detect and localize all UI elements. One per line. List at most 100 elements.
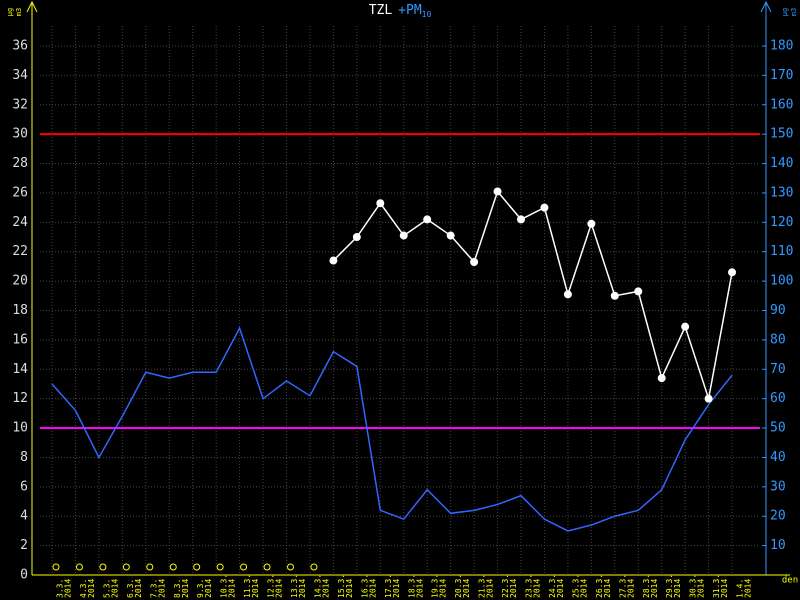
point (399, 231, 408, 240)
y-tick-label: 24 (12, 215, 28, 230)
series-line (332, 189, 733, 399)
x-tick-year: 2014 (462, 579, 471, 598)
series-line (51, 326, 733, 532)
x-tick: 29.3. 2014 (665, 574, 682, 598)
chart-title: TZL +PM10 (369, 3, 432, 19)
y-axis-arrow (26, 0, 38, 13)
x-tick-label: 31.3. (712, 574, 721, 598)
x-tick-year: 2014 (275, 579, 284, 598)
x-tick: 21.3. 2014 (478, 574, 495, 598)
y-unit-den: m3 (15, 8, 23, 16)
x-tick-year: 2014 (415, 579, 424, 598)
missing-marker (310, 563, 318, 571)
x-tick-label: 9.3. (196, 579, 205, 598)
point (423, 215, 432, 224)
y2-tick-label: 130 (770, 185, 793, 200)
point (329, 256, 338, 265)
x-tick: 9.3. 2014 (196, 579, 213, 598)
x-tick-year: 2014 (533, 579, 542, 598)
x-tick-label: 13.3. (290, 574, 299, 598)
x-tick-label: 19.3. (431, 574, 440, 598)
x-tick-label: 30.3. (689, 574, 698, 598)
x-tick-year: 2014 (579, 579, 588, 598)
y2-tick-label: 60 (770, 391, 786, 406)
y-tick-label: 18 (12, 303, 28, 318)
x-tick: 26.3. 2014 (595, 574, 612, 598)
x-tick-label: 18.3. (407, 574, 416, 598)
title-sub: 10 (422, 10, 432, 19)
x-tick: 27.3. 2014 (618, 574, 635, 598)
x-tick: 8.3. 2014 (173, 579, 190, 598)
point (376, 199, 385, 208)
point (446, 231, 455, 240)
y2-tick-label: 100 (770, 274, 793, 289)
x-tick-label: 6.3. (126, 579, 135, 598)
x-tick-label: 10.3. (220, 574, 229, 598)
missing-marker (75, 563, 83, 571)
y2-unit: µg m3 (781, 8, 798, 16)
y2-tick-label: 70 (770, 362, 786, 377)
marks (40, 133, 760, 571)
x-tick-label: 14.3. (313, 574, 322, 598)
x-tick-label: 29.3. (665, 574, 674, 598)
x-tick-year: 2014 (110, 579, 119, 598)
x-tick-label: 22.3. (501, 574, 510, 598)
x-tick: 13.3. 2014 (290, 574, 307, 598)
x-tick-label: 23.3. (525, 574, 534, 598)
x-tick: 20.3. 2014 (454, 574, 471, 598)
x-tick: 28.3. 2014 (642, 574, 659, 598)
y2-tick-label: 80 (770, 332, 786, 347)
x-tick-label: 8.3. (173, 579, 182, 598)
missing-marker (52, 563, 60, 571)
x-tick: 18.3. 2014 (407, 574, 424, 598)
point (587, 219, 596, 228)
x-tick-label: 21.3. (478, 574, 487, 598)
x-tick-year: 2014 (345, 579, 354, 598)
x-tick-label: 12.3. (267, 574, 276, 598)
missing-marker (287, 563, 294, 571)
y2-tick-label: 10 (770, 538, 786, 553)
x-tick-year: 2014 (556, 579, 565, 598)
x-tick: 15.3. 2014 (337, 574, 354, 598)
x-tick: 24.3. 2014 (548, 574, 565, 598)
title-main: TZL (369, 3, 393, 18)
x-tick-year: 2014 (64, 579, 73, 598)
y-tick-label: 6 (20, 479, 28, 494)
x-tick: 25.3. 2014 (571, 574, 588, 598)
y2-tick-label: 160 (770, 97, 793, 112)
x-tick-label: 20.3. (454, 574, 463, 598)
y2-tick-label: 90 (770, 303, 786, 318)
x-tick: 22.3. 2014 (501, 574, 518, 598)
x-tick-year: 2014 (368, 579, 377, 598)
x-tick-year: 2014 (603, 579, 612, 598)
missing-marker (193, 563, 201, 571)
x-tick: 17.3. 2014 (384, 574, 401, 598)
x-tick: 23.3. 2014 (525, 574, 542, 598)
missing-marker (122, 563, 130, 571)
point (540, 203, 549, 212)
y2-axis-arrow (760, 0, 772, 13)
x-tick: 6.3. 2014 (126, 579, 143, 598)
missing-marker (263, 563, 271, 571)
y-tick-label: 2 (20, 538, 28, 553)
x-tick-label: 28.3. (642, 574, 651, 598)
y-tick-label: 10 (12, 421, 28, 436)
point (657, 374, 666, 383)
x-tick-year: 2014 (509, 579, 518, 598)
y-tick-label: 32 (12, 97, 28, 112)
y-tick-label: 34 (12, 68, 28, 83)
point (470, 258, 479, 267)
y-tick-label: 16 (12, 332, 28, 347)
x-tick-label: 16.3. (360, 574, 369, 598)
x-tick-year: 2014 (204, 579, 213, 598)
x-tick-label: 7.3. (149, 579, 158, 598)
y2-tick-label: 120 (770, 215, 793, 230)
x-tick-label: 26.3. (595, 574, 604, 598)
missing-marker (99, 563, 107, 571)
y-unit: µg m3 (6, 8, 23, 16)
missing-marker (240, 563, 248, 571)
x-tick-year: 2014 (87, 579, 96, 598)
